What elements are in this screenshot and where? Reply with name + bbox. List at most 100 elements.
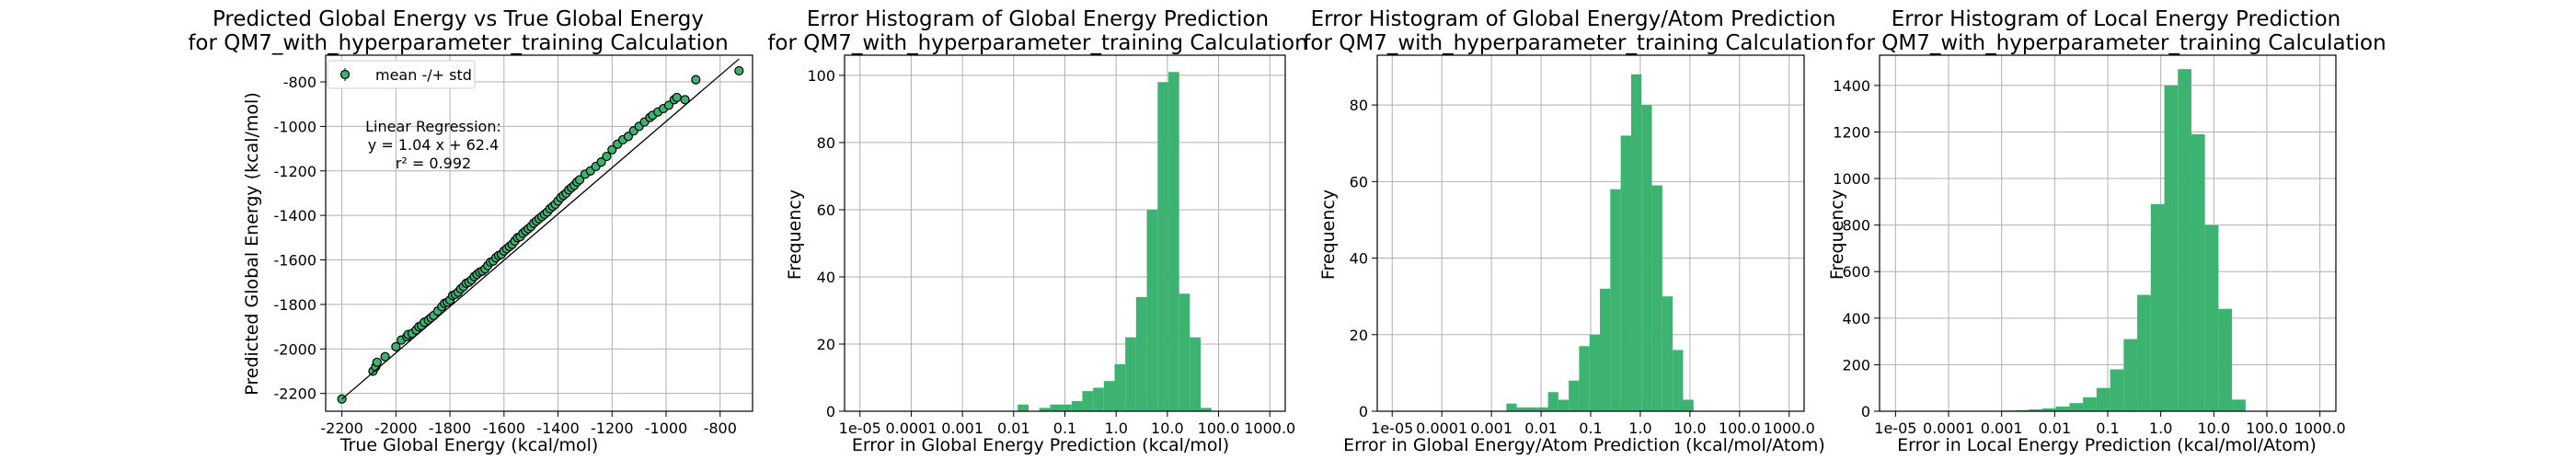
grid bbox=[845, 55, 1285, 412]
y-tick-label: 40 bbox=[817, 269, 835, 286]
x-tick-label: -1000 bbox=[645, 420, 688, 437]
histogram-bar bbox=[2178, 69, 2191, 412]
histogram-bar bbox=[1125, 337, 1136, 411]
chart-title: Predicted Global Energy vs True Global E… bbox=[213, 7, 704, 31]
x-tick-label: 0.1 bbox=[1053, 420, 1076, 437]
x-tick-label: 1000.0 bbox=[1764, 420, 1815, 437]
data-point bbox=[574, 175, 585, 185]
x-axis-label: Error in Global Energy/Atom Prediction (… bbox=[1343, 435, 1825, 455]
histogram-bar bbox=[2083, 397, 2097, 411]
y-tick-label: -1000 bbox=[274, 118, 317, 135]
histogram-bar bbox=[1547, 392, 1558, 411]
data-point bbox=[623, 132, 634, 142]
histogram-bar bbox=[1579, 346, 1590, 411]
x-tick-label: 1e-05 bbox=[1874, 420, 1916, 437]
x-tick-label: -1600 bbox=[483, 420, 526, 437]
x-ticks: 1e-05 0.0001 0.001 0.01 0.1 1.0 10.0 100.0 1000.… bbox=[1371, 411, 1815, 437]
y-axis-label: Frequency bbox=[1827, 190, 1847, 280]
y-ticks: 0 200 400 600 800 1000 1200 1400 bbox=[1833, 77, 1880, 420]
histogram-bar bbox=[1050, 404, 1062, 411]
histogram-bar bbox=[1103, 381, 1115, 411]
histogram-bar bbox=[1506, 403, 1517, 411]
x-ticks: 1e-05 0.0001 0.001 0.01 0.1 1.0 10.0 100.0 1000.… bbox=[1874, 411, 2346, 437]
histogram-bar bbox=[2055, 406, 2070, 411]
y-tick-label: 800 bbox=[1842, 217, 1870, 235]
y-tick-label: 400 bbox=[1842, 310, 1870, 328]
histogram-bar bbox=[1039, 408, 1051, 411]
histogram-bar bbox=[1569, 380, 1580, 411]
scatter-points bbox=[337, 65, 744, 404]
annotation-line: r² = 0.992 bbox=[396, 155, 471, 172]
y-tick-label: 200 bbox=[1842, 356, 1870, 374]
x-tick-label: 0.1 bbox=[2096, 420, 2119, 437]
annotation-line: y = 1.04 x + 62.4 bbox=[368, 136, 499, 154]
chart-title: Error Histogram of Global Energy/Atom Pr… bbox=[1311, 7, 1836, 31]
x-tick-label: 1.0 bbox=[1628, 420, 1651, 437]
histogram-bars bbox=[1506, 74, 1694, 412]
histogram-bar bbox=[2137, 294, 2151, 411]
y-tick-label: -1800 bbox=[274, 296, 317, 314]
histogram-panel: Error Histogram of Global Energy/Atom Pr… bbox=[1303, 7, 1843, 455]
x-tick-label: -1800 bbox=[429, 420, 472, 437]
histogram-bar bbox=[1516, 407, 1527, 411]
y-ticks: -2200 -2000 -1800 -1600 -1400 -1200 -1000 -800 bbox=[274, 74, 326, 403]
data-point bbox=[734, 65, 744, 76]
y-tick-label: 60 bbox=[817, 201, 835, 219]
legend-marker bbox=[339, 69, 351, 80]
histogram-bar bbox=[1610, 189, 1621, 411]
x-tick-label: 100.0 bbox=[1198, 420, 1240, 437]
data-point bbox=[391, 341, 401, 351]
y-tick-label: -2000 bbox=[274, 340, 317, 358]
data-point bbox=[680, 95, 690, 105]
y-axis-label: Frequency bbox=[785, 190, 805, 280]
histogram-bar bbox=[1683, 399, 1694, 411]
legend-label: mean -/+ std bbox=[375, 66, 472, 84]
y-tick-label: 40 bbox=[1350, 250, 1368, 268]
histogram-bar bbox=[2069, 403, 2084, 411]
x-tick-label: 0.01 bbox=[1524, 420, 1558, 437]
x-tick-label: -800 bbox=[704, 420, 737, 437]
x-tick-label: 0.0001 bbox=[1416, 420, 1467, 437]
histogram-bar bbox=[1071, 401, 1083, 411]
y-tick-label: 20 bbox=[817, 336, 835, 353]
x-tick-label: 0.01 bbox=[2039, 420, 2072, 437]
histogram-bar bbox=[1600, 288, 1611, 411]
histogram-bar bbox=[2232, 399, 2246, 411]
histogram-bar bbox=[1018, 404, 1029, 411]
x-tick-label: 0.01 bbox=[997, 420, 1030, 437]
y-tick-label: -1600 bbox=[274, 252, 317, 270]
histogram-bar bbox=[2204, 224, 2219, 411]
data-point bbox=[380, 351, 390, 362]
x-tick-label: 1.0 bbox=[2149, 420, 2172, 437]
x-ticks: -2200 -2000 -1800 -1600 -1400 -1200 -1000 -800 bbox=[320, 411, 737, 437]
chart-subtitle: for QM7_with_hyperparameter_training Cal… bbox=[188, 31, 728, 55]
data-point bbox=[672, 92, 682, 103]
x-tick-label: 1000.0 bbox=[2294, 420, 2346, 437]
histogram-bar bbox=[1190, 337, 1202, 411]
data-point bbox=[602, 151, 612, 162]
y-tick-label: 1400 bbox=[1833, 77, 1870, 95]
chart-subtitle: for QM7_with_hyperparameter_training Cal… bbox=[1303, 31, 1843, 55]
x-tick-label: 100.0 bbox=[1719, 420, 1761, 437]
y-tick-label: -2200 bbox=[274, 385, 317, 403]
y-axis-label: Frequency bbox=[1318, 190, 1339, 280]
x-tick-label: 1e-05 bbox=[1371, 420, 1413, 437]
regression-line bbox=[341, 58, 740, 400]
legend-box bbox=[327, 60, 476, 89]
x-tick-label: -2200 bbox=[320, 420, 363, 437]
data-point bbox=[607, 144, 617, 155]
x-axis-label: True Global Energy (kcal/mol) bbox=[339, 435, 599, 455]
histogram-bar bbox=[2164, 85, 2179, 411]
histogram-bars bbox=[1018, 72, 1212, 412]
histogram-bar bbox=[1093, 387, 1104, 411]
histogram-bar bbox=[2150, 203, 2165, 411]
data-point bbox=[596, 157, 606, 167]
fit-line bbox=[341, 58, 740, 400]
data-point bbox=[691, 75, 701, 85]
x-tick-label: -2000 bbox=[374, 420, 418, 437]
legend: mean -/+ std bbox=[327, 60, 476, 89]
y-tick-label: 80 bbox=[817, 134, 835, 152]
y-ticks: 0 20 40 60 80 bbox=[1350, 97, 1377, 420]
x-tick-label: 100.0 bbox=[2246, 420, 2288, 437]
